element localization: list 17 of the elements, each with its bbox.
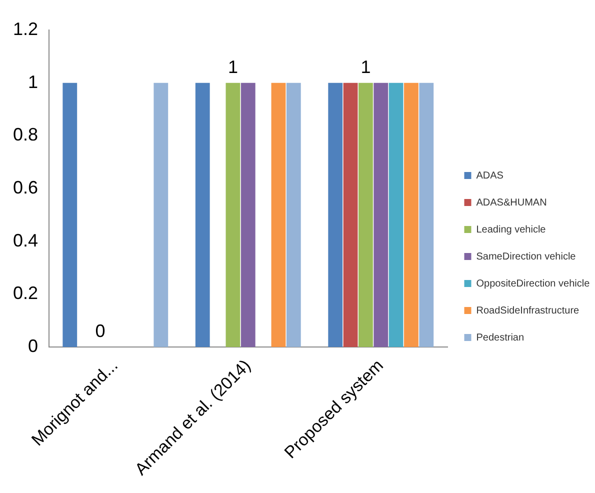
legend-label: OppositeDirection vehicle xyxy=(476,278,590,290)
y-tick-label: 1.2 xyxy=(12,18,38,39)
y-tick-label: 0.2 xyxy=(12,283,38,304)
legend-label: SameDirection vehicle xyxy=(476,251,576,262)
y-tick-label: 0.6 xyxy=(12,177,38,198)
data-label: 0 xyxy=(95,320,106,341)
y-tick-label: 1 xyxy=(28,72,38,92)
y-tick-label: 0.8 xyxy=(12,124,38,145)
legend-label: RoadSideInfrastructure xyxy=(476,305,580,316)
data-label: 1 xyxy=(228,56,238,77)
y-tick-label: 0.4 xyxy=(12,230,38,250)
y-tick-label: 0 xyxy=(28,336,38,356)
legend-label: ADAS&HUMAN xyxy=(476,197,547,208)
legend-label: Leading vehicle xyxy=(476,224,546,236)
legend-label: ADAS xyxy=(476,170,504,182)
data-label: 1 xyxy=(360,56,371,77)
legend-label: Pedestrian xyxy=(476,332,524,344)
